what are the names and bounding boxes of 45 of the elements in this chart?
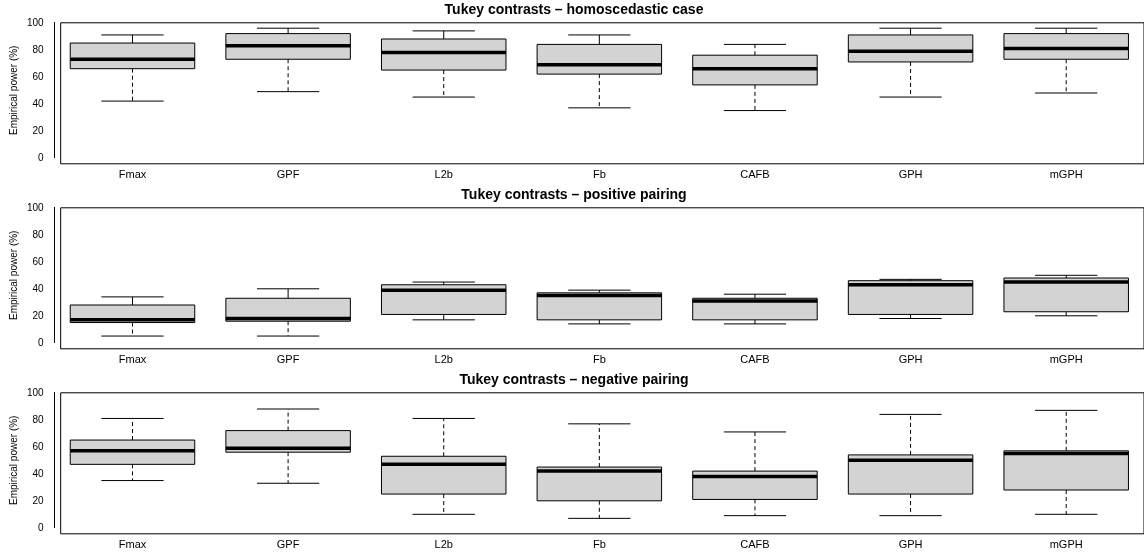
x-tick-label: mGPH (1049, 353, 1083, 366)
y-axis-title: Empirical power (%) (7, 230, 19, 321)
y-tick-label: 40 (32, 97, 45, 109)
x-tick-label: L2b (434, 353, 453, 366)
x-tick-label: L2b (434, 538, 453, 551)
y-axis-title: Empirical power (%) (7, 45, 19, 136)
x-tick-label: GPF (276, 538, 300, 551)
y-tick-label: 100 (27, 201, 45, 213)
chart-title: Tukey contrasts – negative pairing (459, 371, 689, 388)
y-tick-label: 0 (38, 336, 45, 348)
x-tick-label: GPH (898, 353, 923, 366)
y-tick-label: 80 (32, 43, 45, 55)
x-tick-label: GPH (898, 538, 923, 551)
y-tick-label: 40 (32, 282, 45, 294)
y-tick-label: 60 (32, 70, 45, 82)
x-tick-label: CAFB (740, 538, 770, 551)
y-tick-label: 20 (32, 494, 45, 506)
y-tick-label: 100 (27, 16, 45, 28)
y-tick-label: 60 (32, 255, 45, 267)
x-tick-label: CAFB (740, 353, 770, 366)
x-tick-label: L2b (434, 168, 453, 181)
x-tick-label: CAFB (740, 168, 770, 181)
y-tick-label: 20 (32, 124, 45, 136)
y-tick-label: 40 (32, 467, 45, 479)
x-tick-label: Fmax (118, 353, 147, 366)
y-axis-title: Empirical power (%) (7, 415, 19, 506)
chart-title: Tukey contrasts – positive pairing (461, 186, 687, 203)
x-tick-label: GPH (898, 168, 923, 181)
y-tick-label: 0 (38, 151, 45, 163)
y-tick-label: 60 (32, 440, 45, 452)
x-tick-label: mGPH (1049, 538, 1083, 551)
x-tick-label: Fmax (118, 168, 147, 181)
y-tick-label: 20 (32, 309, 45, 321)
x-tick-label: Fmax (118, 538, 147, 551)
y-tick-label: 0 (38, 521, 45, 533)
y-tick-label: 80 (32, 228, 45, 240)
y-tick-label: 80 (32, 413, 45, 425)
x-tick-label: GPF (276, 353, 300, 366)
x-tick-label: Fb (592, 353, 606, 366)
x-tick-label: mGPH (1049, 168, 1083, 181)
x-tick-label: Fb (592, 538, 606, 551)
y-tick-label: 100 (27, 386, 45, 398)
chart-title: Tukey contrasts – homoscedastic case (444, 1, 704, 18)
x-tick-label: GPF (276, 168, 300, 181)
x-tick-label: Fb (592, 168, 606, 181)
